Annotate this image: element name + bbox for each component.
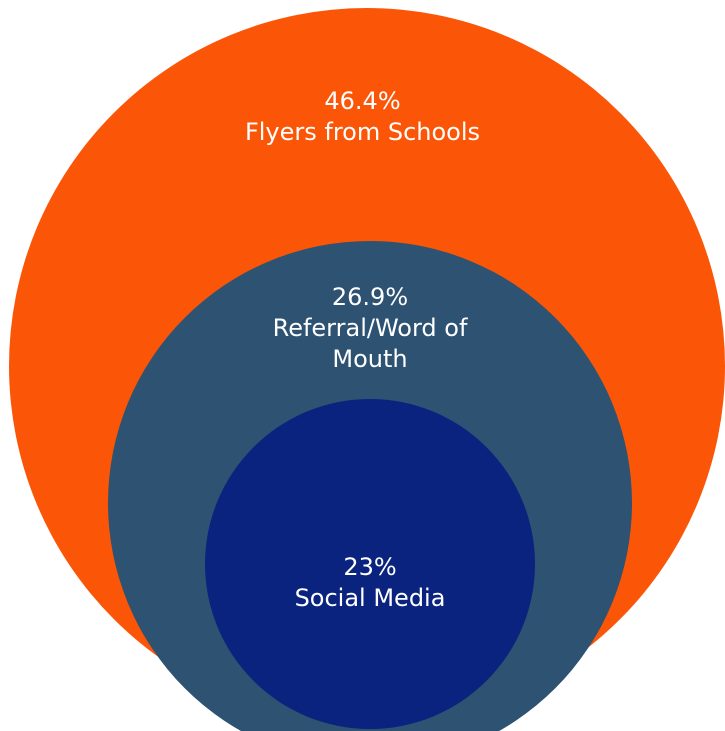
label-referral-word-of-mouth: 26.9% Referral/Word of Mouth — [0, 282, 725, 375]
category-label-flyers: Flyers from Schools — [244, 118, 481, 146]
label-flyers-from-schools: 46.4% Flyers from Schools — [0, 86, 725, 148]
category-label-referral-line-1: Referral/Word of — [272, 314, 468, 342]
value-label-flyers: 46.4% — [324, 87, 401, 115]
value-label-referral: 26.9% — [331, 283, 409, 311]
category-label-referral-line-2: Mouth — [332, 345, 408, 373]
category-label-social: Social Media — [294, 584, 446, 612]
circle-social-media — [205, 399, 535, 729]
label-social-media: 23% Social Media — [0, 552, 725, 614]
value-label-social: 23% — [343, 553, 397, 581]
